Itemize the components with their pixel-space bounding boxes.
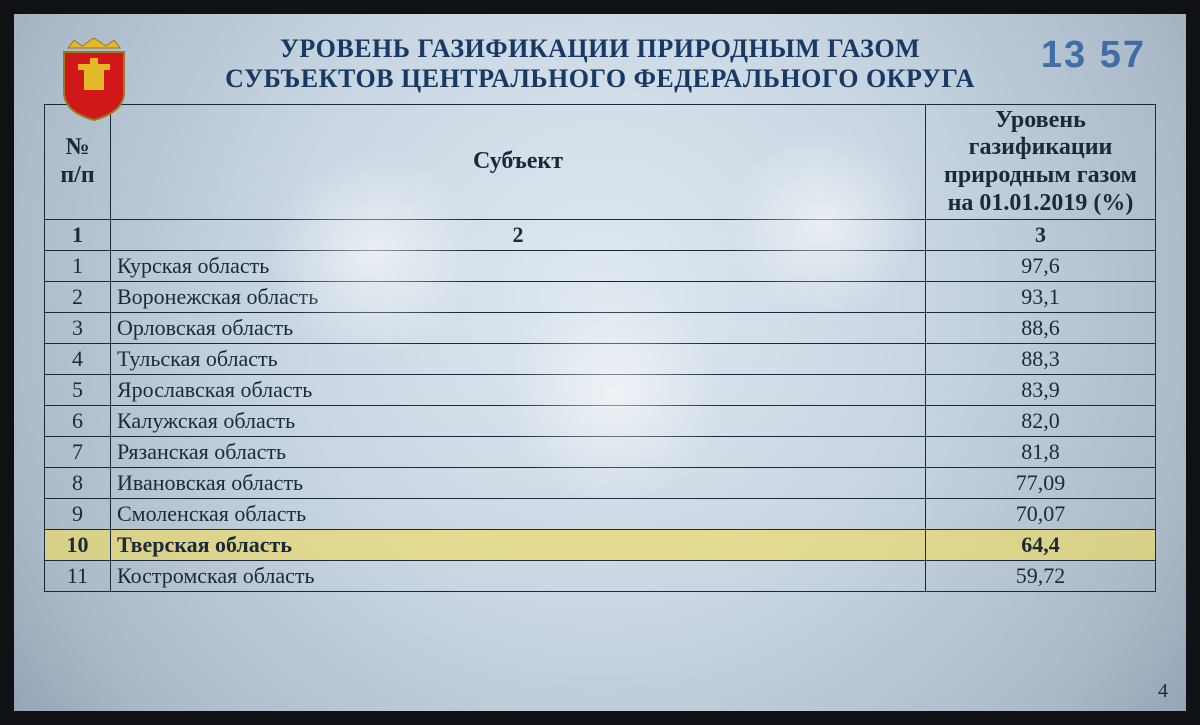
row-level: 81,8 — [926, 437, 1156, 468]
table-row: 10Тверская область64,4 — [45, 530, 1156, 561]
row-number: 4 — [45, 344, 111, 375]
row-level: 88,6 — [926, 313, 1156, 344]
table-row: 3Орловская область88,6 — [45, 313, 1156, 344]
row-number: 5 — [45, 375, 111, 406]
table-row: 5Ярославская область83,9 — [45, 375, 1156, 406]
region-emblem-icon — [54, 34, 134, 124]
row-number: 8 — [45, 468, 111, 499]
col-header-subject: Субъект — [111, 104, 926, 219]
table-body: 1 2 3 1Курская область97,62Воронежская о… — [45, 220, 1156, 592]
gasification-table: № п/п Субъект Уровень газификации природ… — [44, 104, 1156, 592]
subhead-cell: 3 — [926, 220, 1156, 251]
row-subject: Тверская область — [111, 530, 926, 561]
row-subject: Курская область — [111, 251, 926, 282]
col-header-number-line1: № — [51, 134, 104, 162]
row-level: 97,6 — [926, 251, 1156, 282]
table-row: 1Курская область97,6 — [45, 251, 1156, 282]
row-number: 3 — [45, 313, 111, 344]
table-column-number-row: 1 2 3 — [45, 220, 1156, 251]
row-number: 7 — [45, 437, 111, 468]
row-subject: Калужская область — [111, 406, 926, 437]
row-subject: Костромская область — [111, 561, 926, 592]
slide-content: УРОВЕНЬ ГАЗИФИКАЦИИ ПРИРОДНЫМ ГАЗОМ СУБЪ… — [14, 14, 1186, 711]
header-row: УРОВЕНЬ ГАЗИФИКАЦИИ ПРИРОДНЫМ ГАЗОМ СУБЪ… — [44, 34, 1156, 94]
row-number: 9 — [45, 499, 111, 530]
col-header-level: Уровень газификации природным газом на 0… — [926, 104, 1156, 219]
subhead-cell: 2 — [111, 220, 926, 251]
overlay-clock: 13 57 — [1041, 34, 1146, 77]
row-level: 77,09 — [926, 468, 1156, 499]
presentation-screen: УРОВЕНЬ ГАЗИФИКАЦИИ ПРИРОДНЫМ ГАЗОМ СУБЪ… — [0, 0, 1200, 725]
table-row: 7Рязанская область81,8 — [45, 437, 1156, 468]
gasification-table-wrap: № п/п Субъект Уровень газификации природ… — [44, 104, 1156, 592]
row-level: 82,0 — [926, 406, 1156, 437]
table-row: 8Ивановская область77,09 — [45, 468, 1156, 499]
row-subject: Орловская область — [111, 313, 926, 344]
page-number: 4 — [1158, 680, 1168, 703]
row-level: 70,07 — [926, 499, 1156, 530]
table-row: 11Костромская область59,72 — [45, 561, 1156, 592]
row-level: 88,3 — [926, 344, 1156, 375]
row-number: 2 — [45, 282, 111, 313]
row-subject: Смоленская область — [111, 499, 926, 530]
row-number: 11 — [45, 561, 111, 592]
title-line-1: УРОВЕНЬ ГАЗИФИКАЦИИ ПРИРОДНЫМ ГАЗОМ — [225, 34, 975, 64]
table-row: 6Калужская область82,0 — [45, 406, 1156, 437]
table-row: 9Смоленская область70,07 — [45, 499, 1156, 530]
table-header-row: № п/п Субъект Уровень газификации природ… — [45, 104, 1156, 219]
row-level: 64,4 — [926, 530, 1156, 561]
row-number: 10 — [45, 530, 111, 561]
col-header-number-line2: п/п — [51, 162, 104, 190]
title-line-2: СУБЪЕКТОВ ЦЕНТРАЛЬНОГО ФЕДЕРАЛЬНОГО ОКРУ… — [225, 64, 975, 94]
row-subject: Воронежская область — [111, 282, 926, 313]
row-subject: Рязанская область — [111, 437, 926, 468]
table-row: 2Воронежская область93,1 — [45, 282, 1156, 313]
slide-title: УРОВЕНЬ ГАЗИФИКАЦИИ ПРИРОДНЫМ ГАЗОМ СУБЪ… — [225, 34, 975, 94]
row-level: 59,72 — [926, 561, 1156, 592]
row-number: 1 — [45, 251, 111, 282]
row-level: 93,1 — [926, 282, 1156, 313]
row-number: 6 — [45, 406, 111, 437]
row-subject: Ярославская область — [111, 375, 926, 406]
row-level: 83,9 — [926, 375, 1156, 406]
subhead-cell: 1 — [45, 220, 111, 251]
row-subject: Ивановская область — [111, 468, 926, 499]
table-row: 4Тульская область88,3 — [45, 344, 1156, 375]
row-subject: Тульская область — [111, 344, 926, 375]
